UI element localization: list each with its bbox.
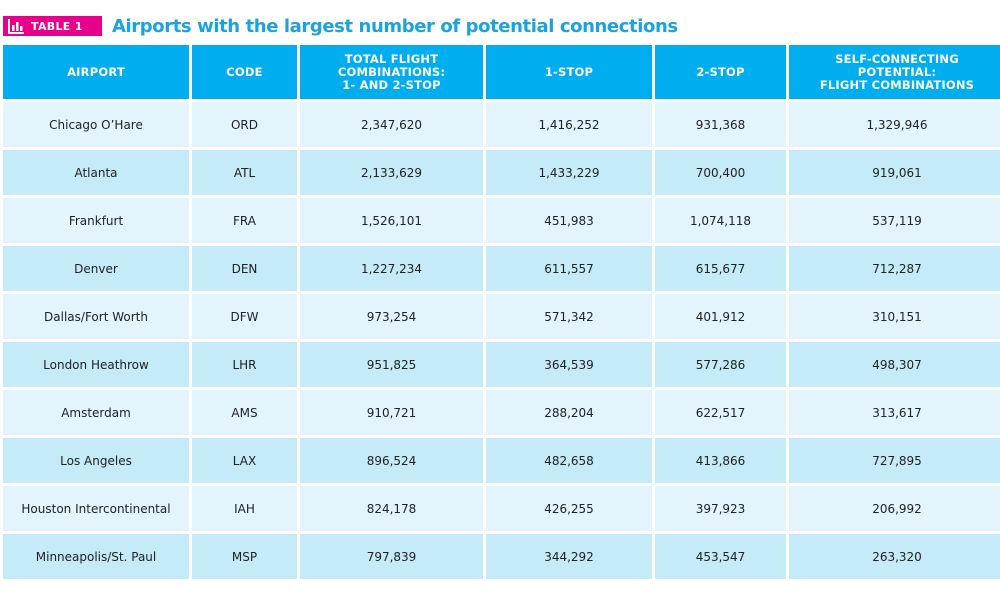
- table-row: Houston Intercontinental IAH 824,178 426,25…: [3, 486, 1000, 531]
- table-cell: Houston Intercontinental: [3, 486, 189, 531]
- table-cell: London Heathrow: [3, 342, 189, 387]
- column-header-line: COMBINATIONS:: [337, 64, 446, 79]
- table-cell: 1,526,101: [300, 198, 483, 243]
- table-cell: Amsterdam: [3, 390, 189, 435]
- table-cell: 896,524: [300, 438, 483, 483]
- column-header-line: 1-STOP: [544, 64, 594, 79]
- table-cell: 453,547: [655, 534, 786, 579]
- column-header-line: 2-STOP: [696, 64, 745, 79]
- table-cell: 1,329,946: [789, 102, 1000, 147]
- column-header-line: SELF-CONNECTING: [835, 51, 959, 66]
- table-cell: 2,133,629: [300, 150, 483, 195]
- table-cell: 313,617: [789, 390, 1000, 435]
- table-cell: DEN: [192, 246, 297, 291]
- table-cell: 482,658: [486, 438, 652, 483]
- table-cell: Frankfurt: [3, 198, 189, 243]
- table-cell: 263,320: [789, 534, 1000, 579]
- page-title: Airports with the largest number of pote…: [112, 15, 678, 37]
- table-cell: LAX: [192, 438, 297, 483]
- table-cell: 426,255: [486, 486, 652, 531]
- table-cell: 2,347,620: [300, 102, 483, 147]
- table-cell: 571,342: [486, 294, 652, 339]
- table-cell: IAH: [192, 486, 297, 531]
- table-cell: 700,400: [655, 150, 786, 195]
- table-cell: 206,992: [789, 486, 1000, 531]
- bar-chart-icon: [8, 18, 24, 34]
- table-row: Los Angeles LAX 896,524 482,658 413,866 727,8…: [3, 438, 1000, 483]
- table-cell: 910,721: [300, 390, 483, 435]
- table-header: TABLE 1 Airports with the largest number…: [3, 13, 678, 39]
- table-cell: 1,227,234: [300, 246, 483, 291]
- table-row: Atlanta ATL 2,133,629 1,433,229 700,400 919,0…: [3, 150, 1000, 195]
- table-cell: 413,866: [655, 438, 786, 483]
- table-cell: 1,433,229: [486, 150, 652, 195]
- table-row: Minneapolis/St. Paul MSP 797,839 344,292 453…: [3, 534, 1000, 579]
- table-cell: 498,307: [789, 342, 1000, 387]
- table-cell: Atlanta: [3, 150, 189, 195]
- badge-label: TABLE 1: [31, 19, 83, 33]
- table-row: Amsterdam AMS 910,721 288,204 622,517 313,617: [3, 390, 1000, 435]
- table-cell: Chicago O’Hare: [3, 102, 189, 147]
- table-cell: 364,539: [486, 342, 652, 387]
- table-cell: 451,983: [486, 198, 652, 243]
- table-cell: Los Angeles: [3, 438, 189, 483]
- table-cell: Denver: [3, 246, 189, 291]
- table-cell: 931,368: [655, 102, 786, 147]
- table-cell: DFW: [192, 294, 297, 339]
- table-row: Chicago O’Hare ORD 2,347,620 1,416,252 931,3…: [3, 102, 1000, 147]
- column-header-line: 1- AND 2-STOP: [342, 77, 441, 92]
- column-header: AIRPORT: [3, 45, 189, 99]
- table-cell: 397,923: [655, 486, 786, 531]
- table-cell: MSP: [192, 534, 297, 579]
- table-cell: LHR: [192, 342, 297, 387]
- table-cell: 577,286: [655, 342, 786, 387]
- table-cell: ATL: [192, 150, 297, 195]
- table-cell: 973,254: [300, 294, 483, 339]
- column-header-line: FLIGHT COMBINATIONS: [819, 77, 975, 92]
- data-table: AIRPORT CODE TOTAL FLIGHT COMBINATIONS: 1- A…: [0, 42, 1000, 582]
- table-cell: 1,416,252: [486, 102, 652, 147]
- table-cell: 1,074,118: [655, 198, 786, 243]
- table-cell: 919,061: [789, 150, 1000, 195]
- table-cell: 537,119: [789, 198, 1000, 243]
- table-cell: 310,151: [789, 294, 1000, 339]
- table-cell: 615,677: [655, 246, 786, 291]
- table-cell: 344,292: [486, 534, 652, 579]
- table-cell: AMS: [192, 390, 297, 435]
- column-header: 2-STOP: [655, 45, 786, 99]
- table-cell: 824,178: [300, 486, 483, 531]
- table-row: Frankfurt FRA 1,526,101 451,983 1,074,118 537…: [3, 198, 1000, 243]
- table-cell: 401,912: [655, 294, 786, 339]
- table-badge: TABLE 1: [3, 16, 102, 36]
- table-row: London Heathrow LHR 951,825 364,539 577,286 4…: [3, 342, 1000, 387]
- column-header-line: TOTAL FLIGHT: [344, 51, 439, 66]
- table-cell: ORD: [192, 102, 297, 147]
- table-cell: FRA: [192, 198, 297, 243]
- table-cell: 951,825: [300, 342, 483, 387]
- table-cell: 797,839: [300, 534, 483, 579]
- table-cell: 727,895: [789, 438, 1000, 483]
- table-cell: Minneapolis/St. Paul: [3, 534, 189, 579]
- column-header: SELF-CONNECTING POTENTIAL: FLIGHT COMBINAT…: [789, 45, 1000, 99]
- table-row: Dallas/Fort Worth DFW 973,254 571,342 401,91…: [3, 294, 1000, 339]
- table-cell: 611,557: [486, 246, 652, 291]
- column-header: TOTAL FLIGHT COMBINATIONS: 1- AND 2-STOP: [300, 45, 483, 99]
- column-header-line: AIRPORT: [67, 64, 125, 79]
- table-body: Chicago O’Hare ORD 2,347,620 1,416,252 931,3…: [3, 102, 1000, 579]
- table-cell: 622,517: [655, 390, 786, 435]
- column-header: 1-STOP: [486, 45, 652, 99]
- column-header-line: POTENTIAL:: [857, 64, 937, 79]
- table-cell: Dallas/Fort Worth: [3, 294, 189, 339]
- table-cell: 288,204: [486, 390, 652, 435]
- table-row: Denver DEN 1,227,234 611,557 615,677 712,287: [3, 246, 1000, 291]
- column-header: CODE: [192, 45, 297, 99]
- column-header-line: CODE: [226, 64, 263, 79]
- table-header-row: AIRPORT CODE TOTAL FLIGHT COMBINATIONS: 1- A…: [3, 45, 1000, 99]
- table-cell: 712,287: [789, 246, 1000, 291]
